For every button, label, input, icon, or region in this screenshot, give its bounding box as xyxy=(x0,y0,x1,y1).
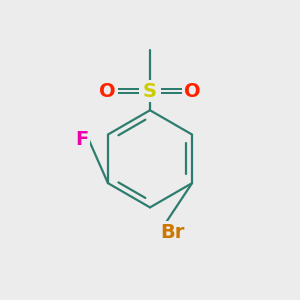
Text: F: F xyxy=(76,130,89,149)
Text: S: S xyxy=(143,82,157,100)
Text: Br: Br xyxy=(160,223,184,242)
Text: O: O xyxy=(184,82,201,100)
Text: O: O xyxy=(99,82,116,100)
